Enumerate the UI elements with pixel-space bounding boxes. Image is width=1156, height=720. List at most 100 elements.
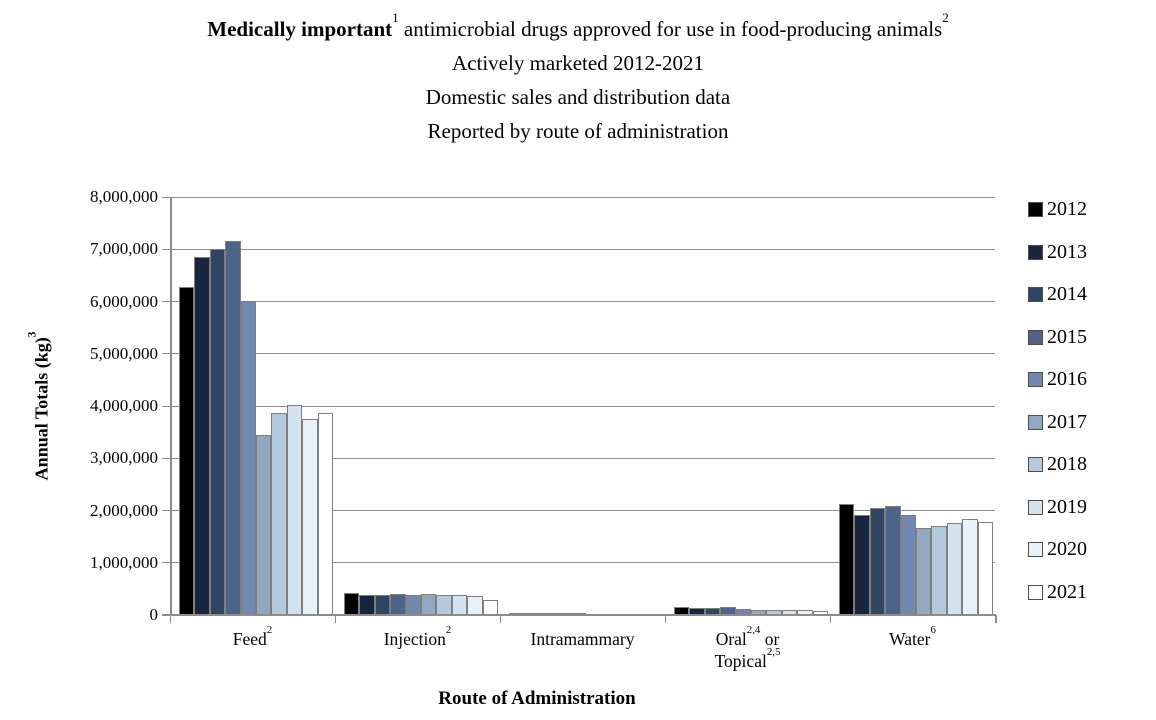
category-label-line: Injection2 [335,625,500,650]
text-segment: Water [889,629,931,649]
superscript-footnote: 2 [445,624,452,637]
x-axis-end-tick [995,615,997,623]
y-tick-label-7000000: 7,000,000 [90,239,158,259]
legend-item-2015: 2015 [1028,326,1087,348]
bar-injection-2021 [482,600,498,615]
gridline [162,510,995,511]
bar-feed-2015 [225,241,241,615]
bar-injection-2012 [344,593,360,615]
bar-water-2017 [916,528,932,615]
bar-feed-2020 [302,419,318,615]
bar-water-2020 [962,519,978,615]
bar-oral-topical-2019 [781,610,798,615]
bar-feed-2016 [240,301,256,615]
legend-item-2012: 2012 [1028,199,1087,220]
category-label-line: Water6 [830,625,995,650]
gridline [162,562,995,564]
gridline [162,405,995,407]
category-label-oral-topical: Oral2,4 or Topical2,5 [665,625,830,672]
y-tick-label-2000000: 2,000,000 [90,500,158,520]
legend-swatch-icon [1028,457,1043,472]
legend-label: 2013 [1047,240,1087,263]
bar-feed-2019 [286,405,303,615]
bar-feed-2021 [317,413,333,615]
text-segment: Injection [383,629,446,649]
gridline [162,196,995,198]
legend-item-2017: 2017 [1028,411,1087,433]
category-label-intramammary: Intramammary [500,628,665,650]
legend-label: 2012 [1047,198,1087,220]
superscript-footnote: 6 [930,624,936,637]
text-segment: Intramammary [530,629,635,649]
legend-label: 2020 [1047,538,1087,560]
bar-water-2015 [885,506,901,615]
y-axis-line [170,197,172,615]
bar-water-2016 [900,515,916,615]
bar-injection-2013 [359,595,375,615]
bar-feed-2013 [194,257,210,615]
legend-swatch-icon [1028,499,1043,515]
category-label-water: Water6 [830,625,995,650]
x-axis-tick [500,615,501,623]
bar-group-oral-topical [665,197,830,615]
bar-oral-topical-2018 [766,610,782,615]
x-axis-tick [665,615,666,623]
legend-item-2018: 2018 [1028,454,1087,475]
legend: 2012 2013 2014 2015 2016 2017 2018 2019 2020 2021 [1028,199,1087,603]
category-label-line: Feed2 [170,625,335,650]
title-line-3: Domestic sales and distribution data [425,85,731,109]
x-axis-title: Route of Administration [438,688,636,709]
x-axis-line [162,614,996,616]
y-tick-label-6000000: 6,000,000 [90,291,158,311]
bar-injection-2018 [436,595,452,615]
gridline [162,248,995,250]
gridline [162,457,995,459]
bar-oral-topical-2015 [720,607,736,615]
legend-swatch-icon [1028,329,1043,345]
x-axis-tick [995,615,996,623]
x-axis-tick [335,615,336,623]
bar-water-2019 [946,523,963,615]
y-tick-label-5000000: 5,000,000 [90,343,158,363]
legend-swatch-icon [1028,244,1043,260]
bar-feed-2018 [271,413,287,615]
y-tick-label-3000000: 3,000,000 [90,448,158,468]
text-segment: or [760,629,780,649]
bar-group-intramammary [500,197,665,615]
bar-oral-topical-2013 [689,608,705,615]
bar-oral-topical-2017 [751,610,767,615]
title-line-4: Reported by route of administration [427,119,729,143]
superscript-footnote: 1 [392,10,399,26]
superscript-footnote: 3 [26,331,39,338]
bar-injection-2014 [374,595,391,615]
legend-swatch-icon [1028,202,1043,217]
y-tick-label-8000000: 8,000,000 [90,187,158,206]
text-segment: Feed [232,629,267,649]
bar-oral-topical-2014 [704,608,721,615]
superscript-footnote: 2 [942,10,949,26]
text-segment: Oral [715,629,747,649]
legend-swatch-icon [1028,542,1043,557]
bar-oral-topical-2021 [812,611,828,615]
bar-water-2021 [977,522,993,615]
y-tick-label-4000000: 4,000,000 [90,396,158,415]
bar-water-2018 [931,526,947,615]
bar-water-2014 [869,508,886,615]
legend-label: 2014 [1047,283,1087,305]
bar-group-water [830,197,995,615]
bar-injection-2016 [405,595,421,615]
bar-water-2013 [854,515,870,615]
gridline [162,301,995,302]
bar-oral-topical-2016 [735,609,751,615]
bar-injection-2015 [390,594,406,615]
legend-item-2016: 2016 [1028,369,1087,390]
bar-group-injection [335,197,500,615]
title-line-1: Medically important1 antimicrobial drugs… [0,10,1156,46]
chart-title-block: Medically important1 antimicrobial drugs… [0,10,1156,148]
legend-swatch-icon [1028,584,1043,600]
bar-feed-2014 [209,249,226,615]
legend-item-2014: 2014 [1028,284,1087,305]
y-tick-label-1000000: 1,000,000 [90,552,158,572]
bar-injection-2019 [451,595,468,615]
